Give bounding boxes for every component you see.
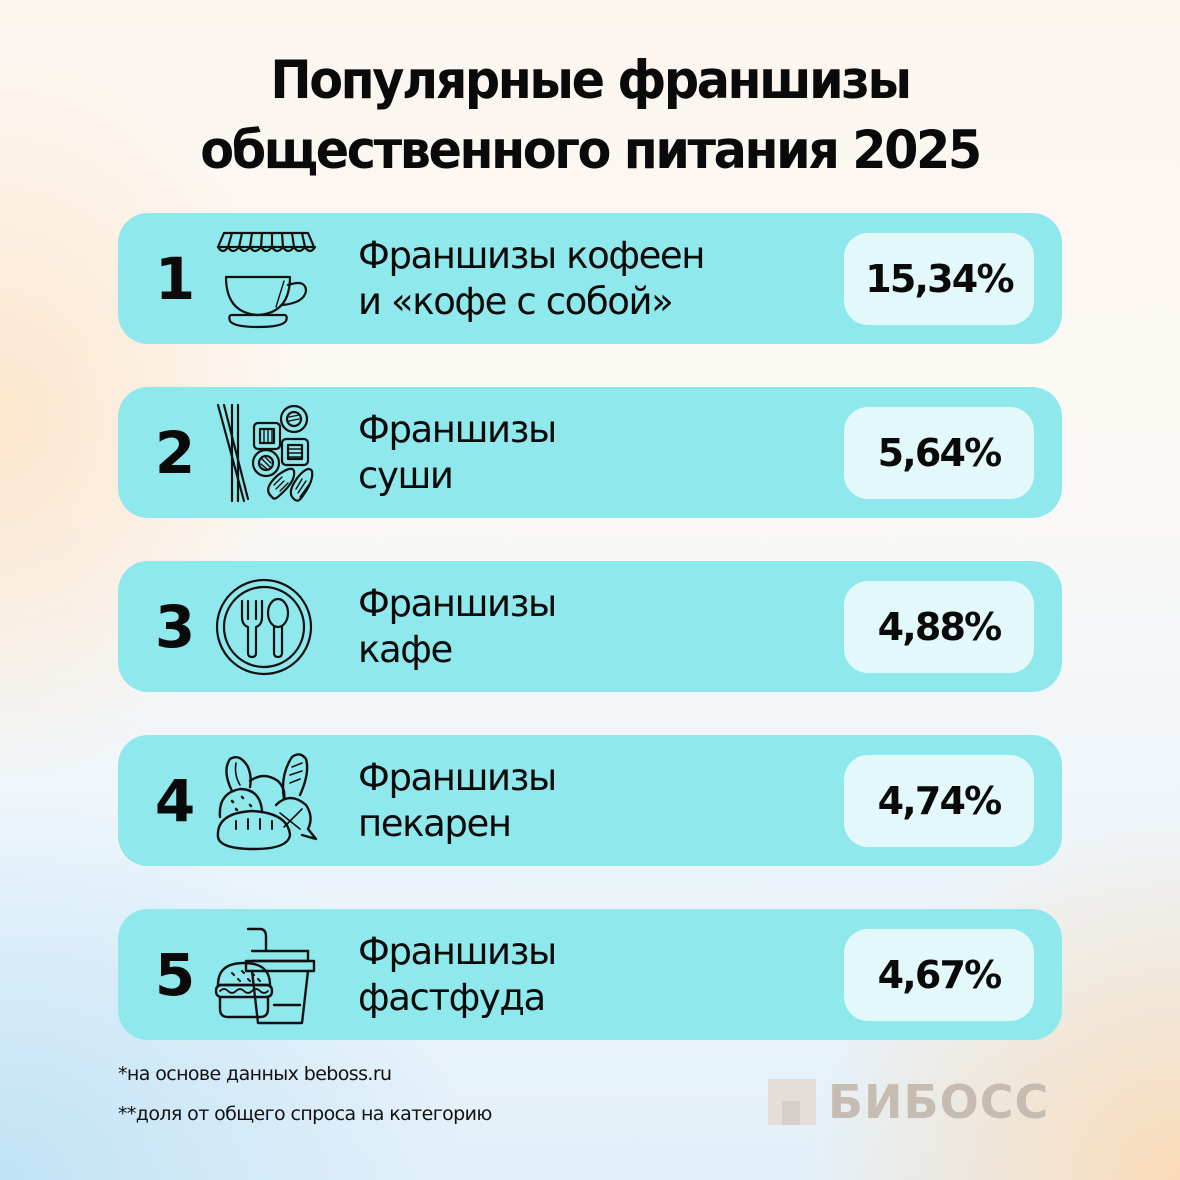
share-value: 4,88% [844,581,1034,673]
label-line-2: кафе [358,627,453,671]
page-title: Популярные франшизы общественного питани… [41,46,1138,186]
title-line-2: общественного питания 2025 [200,120,982,181]
rank-number: 2 [154,418,195,487]
ranking-card-fastfood: 5 Франшизы фастфуда 4,67% [118,909,1062,1040]
ranking-list: 1 Франшизы кофеен и «кофе с собой» 15,34… [118,213,1062,1083]
rank-number: 3 [154,592,195,661]
coffee-cup-awning-icon [214,229,318,329]
category-label: Франшизы кафе [358,561,798,692]
footnote-source: *на основе данных beboss.ru [118,1063,392,1085]
brand-logo: БИБОСС [768,1075,1050,1129]
footnote-definition: **доля от общего спроса на категорию [118,1103,492,1125]
category-label: Франшизы кофеен и «кофе с собой» [358,213,798,344]
share-value: 15,34% [844,233,1034,325]
label-line-2: и «кофе с собой» [358,279,674,323]
label-line-2: фастфуда [358,975,546,1019]
label-line-2: пекарен [358,801,512,845]
label-line-1: Франшизы [358,581,557,625]
footnotes: *на основе данных beboss.ru **доля от об… [118,1054,492,1134]
label-line-1: Франшизы [358,929,557,973]
ranking-card-coffee: 1 Франшизы кофеен и «кофе с собой» 15,34… [118,213,1062,344]
burger-drink-icon [214,925,318,1025]
sushi-chopsticks-icon [214,403,318,503]
rank-number: 5 [154,940,195,1009]
share-value: 4,74% [844,755,1034,847]
label-line-2: суши [358,453,454,497]
logo-text: БИБОСС [828,1075,1050,1129]
bread-bakery-icon [214,751,318,851]
ranking-card-bakery: 4 Франшизы пекарен 4,74% [118,735,1062,866]
share-value: 4,67% [844,929,1034,1021]
category-label: Франшизы фастфуда [358,909,798,1040]
label-line-1: Франшизы [358,407,557,451]
rank-number: 4 [154,766,195,835]
label-line-1: Франшизы кофеен [358,233,705,277]
logo-mark-icon [768,1079,816,1125]
category-label: Франшизы суши [358,387,798,518]
rank-number: 1 [154,244,195,313]
title-line-1: Популярные франшизы [270,50,912,111]
category-label: Франшизы пекарен [358,735,798,866]
ranking-card-cafe: 3 Франшизы кафе 4,88% [118,561,1062,692]
ranking-card-sushi: 2 Ф [118,387,1062,518]
share-value: 5,64% [844,407,1034,499]
plate-fork-spoon-icon [214,577,318,677]
label-line-1: Франшизы [358,755,557,799]
